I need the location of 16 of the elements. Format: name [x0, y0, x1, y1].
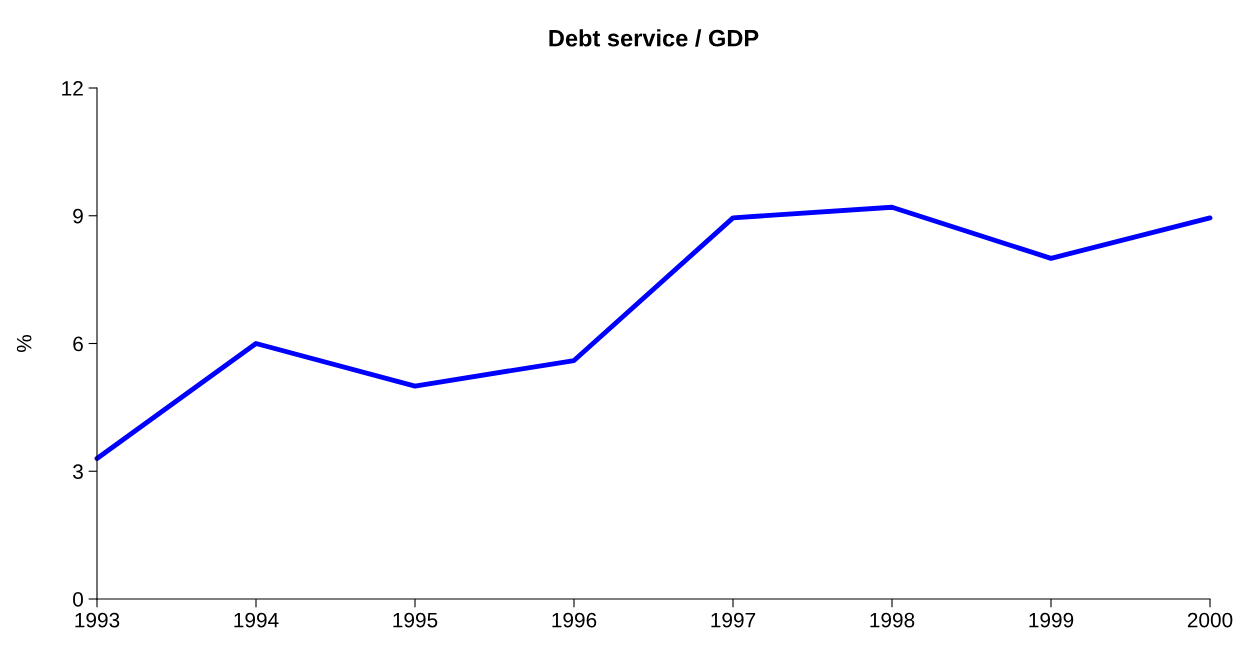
- y-tick-label: 0: [73, 592, 83, 607]
- y-tick-label: 6: [73, 336, 83, 352]
- x-tick-label: 1994: [234, 612, 279, 628]
- x-tick-label: 2000: [1187, 612, 1233, 628]
- y-axis-title: %: [16, 334, 32, 353]
- y-tick-label: 12: [62, 81, 83, 96]
- chart-title: Debt service / GDP: [549, 29, 759, 47]
- x-tick-label: 1993: [75, 612, 120, 628]
- x-tick-label: 1999: [1029, 612, 1074, 628]
- x-tick-label: 1996: [552, 612, 597, 628]
- x-tick-label: 1997: [711, 612, 756, 628]
- x-tick-label: 1998: [870, 612, 915, 628]
- y-tick-label: 3: [73, 464, 83, 479]
- line-series: [94, 204, 1213, 461]
- y-tick-label: 9: [73, 208, 83, 224]
- x-tick-label: 1995: [393, 612, 438, 628]
